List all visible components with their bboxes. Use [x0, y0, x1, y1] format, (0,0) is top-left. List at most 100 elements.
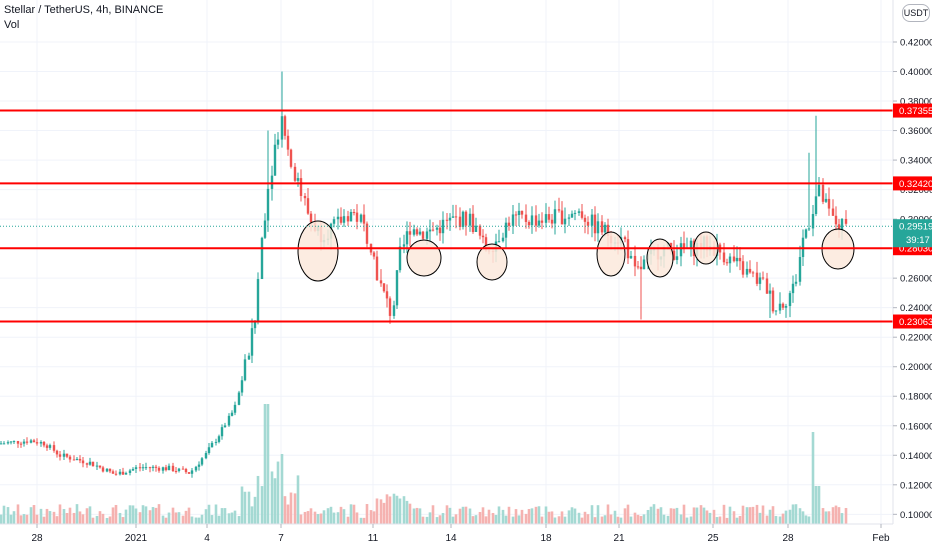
candle-body: [412, 229, 416, 235]
volume-bar: [253, 496, 257, 524]
candle-body: [9, 441, 13, 443]
candle-body: [527, 221, 531, 226]
candle-body: [405, 231, 409, 245]
volume-bar: [662, 514, 666, 524]
candle-body: [283, 116, 287, 136]
volume-bar: [39, 508, 43, 524]
candle-body: [484, 237, 488, 251]
candle-body: [679, 243, 683, 257]
candle-body: [603, 224, 607, 233]
candle-body: [735, 257, 739, 262]
candle-body: [468, 213, 472, 226]
volume-bar: [111, 507, 115, 524]
x-tick-label: 21: [613, 533, 625, 544]
volume-bar: [725, 517, 729, 524]
candle-body: [101, 467, 105, 472]
current-price-label-bg: [893, 219, 932, 248]
volume-bar: [197, 517, 201, 524]
volume-bar: [685, 517, 689, 524]
candle-body: [293, 166, 297, 181]
candle-body: [39, 441, 43, 444]
volume-bar: [428, 512, 432, 524]
volume-bar: [712, 509, 716, 524]
volume-bar: [821, 508, 825, 524]
level-label-bg: [893, 314, 932, 329]
candle-body: [286, 135, 290, 150]
candle-body: [243, 359, 247, 381]
volume-bar: [441, 513, 445, 524]
candle-body: [501, 237, 505, 242]
candle-body: [577, 211, 581, 213]
volume-bar: [395, 495, 399, 524]
candle-body: [309, 213, 313, 223]
volume-bar: [672, 508, 676, 524]
volume-bar: [636, 514, 640, 524]
candle-body: [781, 303, 785, 308]
volume-bar: [326, 508, 330, 524]
currency-badge[interactable]: USDT: [902, 4, 930, 22]
volume-bar: [669, 508, 673, 524]
candle-body: [550, 219, 554, 224]
volume-bar: [260, 486, 264, 524]
volume-bar: [732, 511, 736, 524]
volume-bar: [200, 514, 204, 524]
volume-bar: [699, 505, 703, 524]
candle-body: [758, 277, 762, 284]
volume-bar: [88, 506, 92, 524]
volume-bar: [151, 507, 155, 524]
volume-bar: [679, 514, 683, 524]
volume-bar: [217, 515, 221, 524]
candle-body: [567, 217, 571, 219]
candle-body: [817, 184, 821, 197]
candle-body: [461, 211, 465, 227]
candle-body: [240, 380, 244, 393]
candle-body: [105, 468, 109, 472]
volume-bar: [814, 486, 818, 524]
volume-bar: [682, 504, 686, 524]
candle-body: [524, 214, 528, 222]
volume-bar: [675, 507, 679, 524]
x-tick-label: 25: [707, 533, 719, 544]
volume-bar: [230, 512, 234, 524]
volume-bar: [537, 506, 541, 524]
candle-body: [827, 198, 831, 209]
candle-body: [303, 195, 307, 199]
volume-bar: [289, 492, 293, 524]
volume-bar: [550, 511, 554, 524]
volume-bar: [273, 478, 277, 524]
volume-bar: [788, 509, 792, 524]
candle-body: [441, 219, 445, 234]
volume-bar: [402, 496, 406, 524]
y-tick-label: 0.18000: [900, 392, 932, 403]
volume-bar: [524, 513, 528, 524]
volume-bar: [484, 516, 488, 524]
volume-bar: [270, 471, 274, 524]
candle-body: [375, 256, 379, 281]
candle-body: [362, 214, 366, 224]
y-tick-label: 0.10000: [900, 510, 932, 521]
volume-bar: [240, 486, 244, 524]
volume-bar: [362, 517, 366, 524]
candle-body: [844, 218, 848, 224]
candle-body: [530, 215, 534, 226]
volume-bar: [837, 507, 841, 524]
volume-bar: [68, 507, 72, 524]
candle-body: [197, 464, 201, 467]
y-tick-label: 0.24000: [900, 303, 932, 314]
volume-bar: [425, 516, 429, 524]
volume-bar: [81, 514, 85, 524]
candle-body: [788, 293, 792, 307]
time-axis: 28 2021 4 7 11 14 18 21 25 28 Feb: [0, 523, 893, 544]
volume-bar: [501, 509, 505, 524]
candle-body: [131, 468, 135, 471]
candle-body: [385, 291, 389, 299]
volume-bar: [91, 517, 95, 524]
volume-bar: [609, 514, 613, 524]
volume-bar: [85, 508, 89, 524]
volume-bar: [319, 513, 323, 524]
candle-body: [220, 427, 224, 437]
volume-bar: [494, 514, 498, 524]
volume-bar: [735, 517, 739, 524]
volume-bar: [718, 516, 722, 524]
